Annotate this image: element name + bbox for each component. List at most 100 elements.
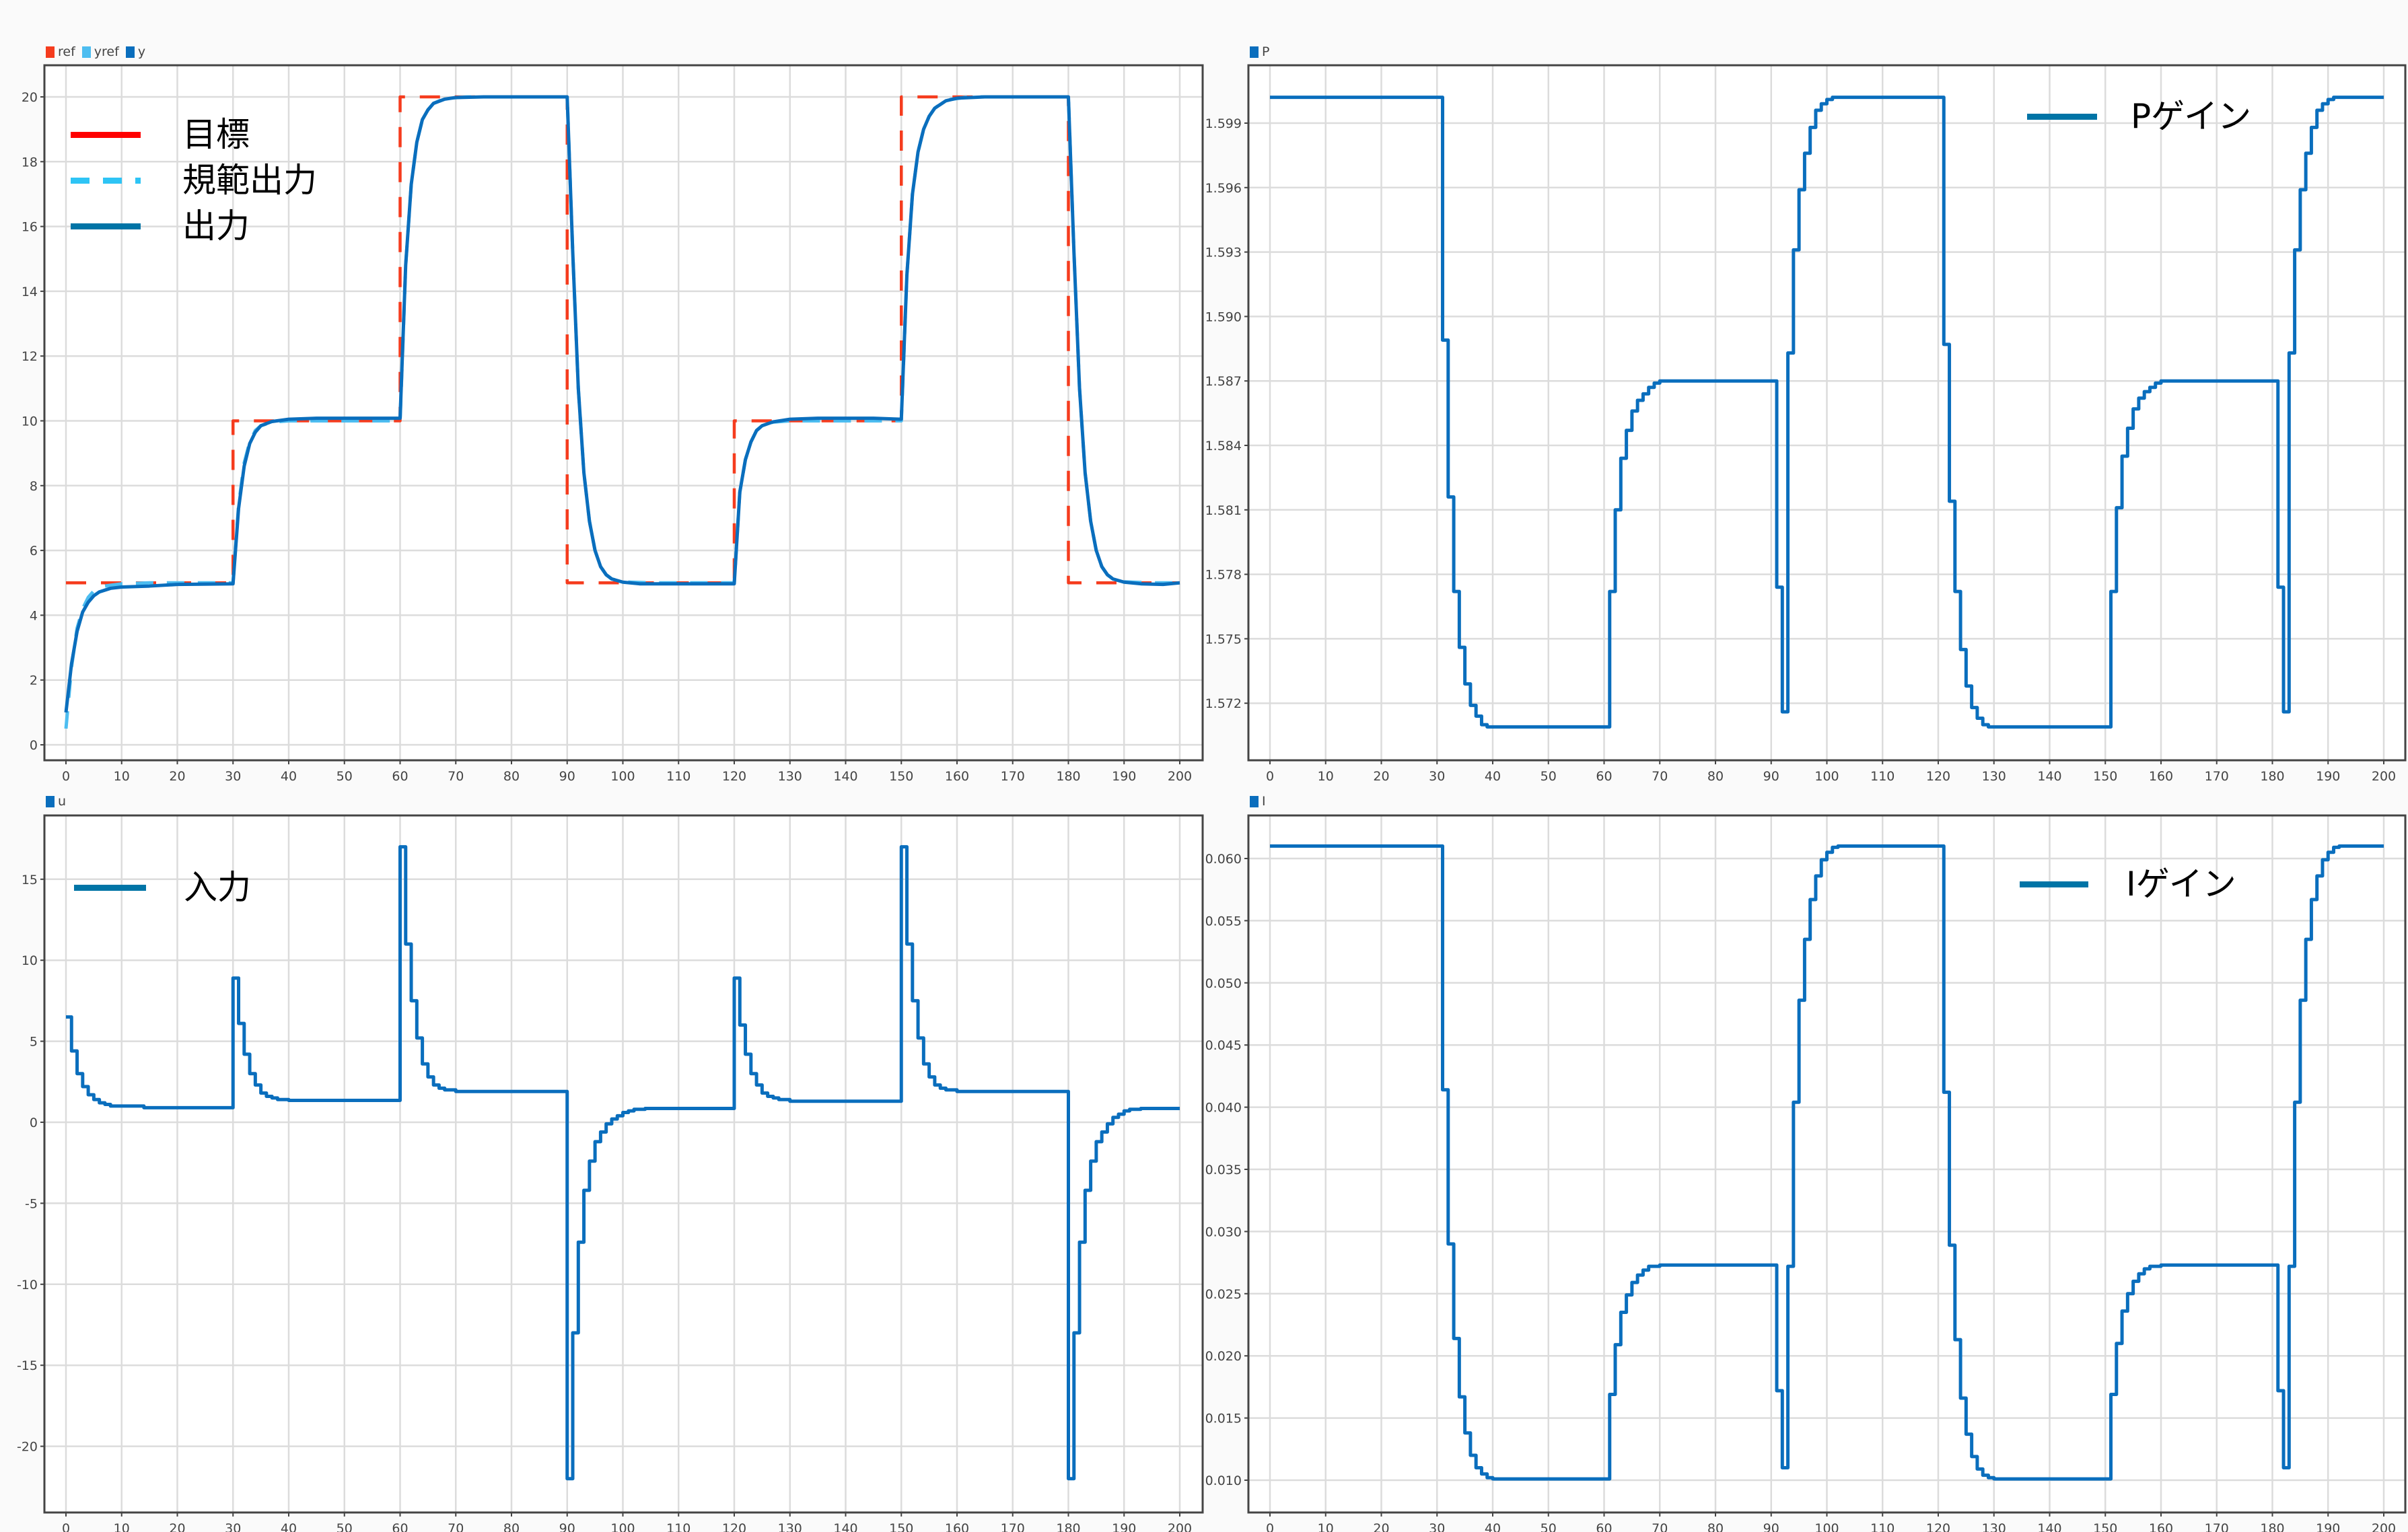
x-tick-label: 30: [225, 1521, 241, 1532]
y-tick-label: 1.575: [1205, 632, 1242, 647]
x-tick-label: 0: [1266, 769, 1274, 784]
annotation-legend-u: 入力: [74, 865, 251, 910]
x-tick-label: 120: [722, 1521, 746, 1532]
annotation-legend-i: Iゲイン: [2020, 861, 2236, 907]
x-tick-label: 30: [225, 769, 241, 784]
x-tick-label: 20: [1373, 769, 1389, 784]
annotation-row-p-gain: Pゲイン: [2027, 94, 2251, 139]
x-tick-label: 160: [945, 769, 969, 784]
x-tick-label: 10: [1318, 1521, 1334, 1532]
x-tick-label: 100: [610, 1521, 635, 1532]
x-tick-label: 30: [1429, 769, 1445, 784]
series-line-y: [64, 95, 1180, 713]
annotation-line-target: [71, 131, 141, 138]
legend-i-chart: I: [1250, 794, 1266, 809]
x-tick-label: 200: [2372, 769, 2396, 784]
y-tick-label: 0.060: [1205, 852, 1242, 867]
x-tick-label: 90: [559, 769, 575, 784]
y-tick-label: 0.045: [1205, 1038, 1242, 1053]
y-tick-label: -15: [17, 1358, 38, 1373]
x-tick-label: 110: [1870, 1521, 1894, 1532]
x-tick-label: 20: [169, 769, 185, 784]
x-tick-label: 130: [778, 769, 802, 784]
x-tick-label: 110: [666, 769, 690, 784]
y-tick-label: 1.590: [1205, 309, 1242, 324]
chart-panel-0: 0 10 20 30 40 50 60 70 80 90 100 110 120 130 140 150 160…: [22, 64, 1204, 784]
legend-item-ref[interactable]: ref: [46, 44, 75, 59]
x-tick-label: 120: [1926, 769, 1950, 784]
chart-panel-1: 0 10 20 30 40 50 60 70 80 90 100 110 120 130 140 150 160…: [1205, 64, 2407, 784]
annotation-legend-p: Pゲイン: [2027, 94, 2251, 139]
series-line-i: [1270, 844, 2384, 1481]
x-tick-label: 10: [1318, 769, 1334, 784]
y-tick-label: 8: [30, 479, 38, 494]
y-tick-label: 1.572: [1205, 696, 1242, 711]
x-tick-label: 60: [1596, 769, 1612, 784]
y-tick-label: 15: [22, 873, 38, 887]
plot-frame: [1247, 814, 2407, 1514]
x-tick-label: 110: [666, 1521, 690, 1532]
x-tick-label: 0: [62, 769, 70, 784]
x-tick-label: 70: [448, 769, 464, 784]
legend-item-p[interactable]: P: [1250, 44, 1269, 59]
y-tick-label: 1.596: [1205, 181, 1242, 196]
y-tick-label: 10: [22, 953, 38, 968]
y-tick-label: 0.030: [1205, 1225, 1242, 1239]
x-tick-label: 40: [281, 1521, 297, 1532]
annotation-row-i-gain: Iゲイン: [2020, 861, 2236, 907]
annotation-label: Iゲイン: [2126, 865, 2236, 904]
x-tick-label: 120: [1926, 1521, 1950, 1532]
legend-label: yref: [94, 44, 119, 59]
annotation-label: 規範出力: [182, 161, 317, 200]
legend-item-u[interactable]: u: [46, 794, 66, 809]
annotation-row-reference-output: 規範出力: [71, 157, 317, 203]
x-tick-label: 50: [337, 1521, 353, 1532]
annotation-row-output: 出力: [71, 203, 317, 249]
x-tick-label: 60: [392, 1521, 408, 1532]
x-tick-label: 130: [1982, 769, 2006, 784]
legend-label: u: [58, 794, 67, 809]
x-tick-label: 170: [2205, 1521, 2229, 1532]
x-tick-label: 140: [833, 769, 857, 784]
x-tick-label: 140: [2037, 769, 2061, 784]
x-tick-label: 180: [2260, 769, 2284, 784]
y-tick-label: 4: [30, 608, 38, 623]
y-tick-label: 0.015: [1205, 1412, 1242, 1426]
x-tick-label: 170: [1001, 769, 1025, 784]
x-tick-label: 70: [1652, 1521, 1668, 1532]
x-tick-label: 80: [1707, 769, 1724, 784]
x-tick-label: 80: [503, 769, 520, 784]
annotation-label: 入力: [184, 868, 251, 907]
x-tick-label: 10: [114, 769, 130, 784]
series-line-p: [1270, 96, 2384, 729]
x-tick-label: 180: [1056, 769, 1080, 784]
x-tick-label: 40: [1485, 769, 1501, 784]
legend-item-y[interactable]: y: [125, 44, 145, 59]
legend-item-yref[interactable]: yref: [81, 44, 119, 59]
y-tick-label: 2: [30, 673, 38, 688]
x-tick-label: 70: [448, 1521, 464, 1532]
annotation-line-output: [71, 223, 141, 229]
x-tick-label: 180: [1056, 1521, 1080, 1532]
y-tick-label: 0.055: [1205, 914, 1242, 928]
y-tick-label: 20: [22, 90, 38, 105]
plot-frame: [1247, 64, 2407, 762]
legend-item-i[interactable]: I: [1250, 794, 1266, 809]
y-tick-label: 1.593: [1205, 246, 1242, 260]
x-tick-label: 50: [1541, 769, 1557, 784]
x-tick-label: 20: [1373, 1521, 1389, 1532]
legend-swatch-ref: [46, 46, 55, 58]
legend-swatch-yref: [81, 46, 91, 58]
x-tick-label: 70: [1652, 769, 1668, 784]
plot-frame: [43, 64, 1204, 762]
legend-swatch-p: [1250, 46, 1259, 58]
y-tick-label: 1.587: [1205, 374, 1242, 389]
chart-panel-3: 0 10 20 30 40 50 60 70 80 90 100 110 120 130 140 150 160…: [1205, 814, 2407, 1532]
x-tick-label: 190: [2316, 769, 2340, 784]
legend-p-chart: P: [1250, 44, 1269, 59]
x-tick-label: 20: [169, 1521, 185, 1532]
x-tick-label: 190: [1112, 769, 1136, 784]
x-tick-label: 180: [2260, 1521, 2284, 1532]
y-tick-label: -20: [17, 1440, 38, 1455]
